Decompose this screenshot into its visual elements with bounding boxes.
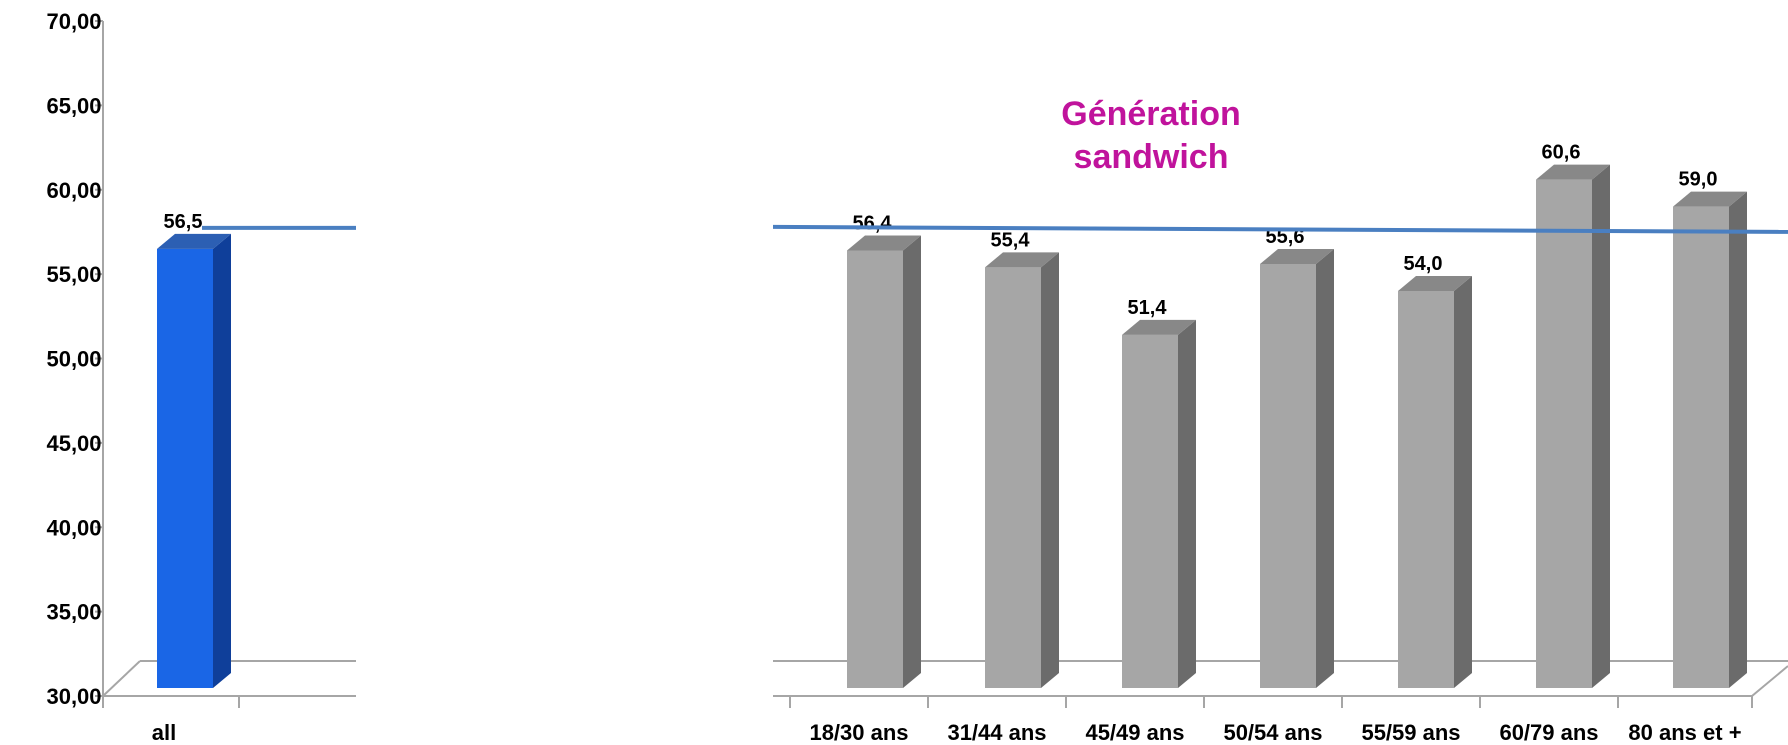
x-label-2: 45/49 ans bbox=[1085, 720, 1184, 745]
bar-2-side bbox=[1178, 319, 1196, 688]
value-label-3: 55,6 bbox=[1266, 226, 1305, 248]
bar-1 bbox=[985, 267, 1041, 688]
bar-4 bbox=[1398, 291, 1454, 688]
bar-3-top bbox=[1260, 249, 1334, 264]
x-label-4: 55/59 ans bbox=[1361, 720, 1460, 745]
bar-3 bbox=[1260, 264, 1316, 688]
value-label-2: 51,4 bbox=[1128, 297, 1168, 319]
y-tick-label: 65,00 bbox=[46, 93, 101, 118]
value-label-6: 59,0 bbox=[1679, 169, 1718, 191]
bar-2 bbox=[1122, 334, 1178, 688]
y-tick-label: 60,00 bbox=[46, 178, 101, 203]
y-tick-label: 30,00 bbox=[46, 684, 101, 709]
value-label-5: 60,6 bbox=[1542, 142, 1581, 164]
bar-5 bbox=[1536, 179, 1592, 688]
bar-0 bbox=[847, 250, 903, 688]
right-floor-side-edge bbox=[1751, 665, 1788, 697]
y-tick-label: 40,00 bbox=[46, 515, 101, 540]
bar-4-top bbox=[1398, 276, 1472, 291]
bar-4-side bbox=[1454, 276, 1472, 688]
x-label-0: 18/30 ans bbox=[809, 720, 908, 745]
y-tick-label: 70,00 bbox=[46, 9, 101, 34]
bar-5-top bbox=[1536, 164, 1610, 180]
annotation-line-1: Génération bbox=[1061, 95, 1240, 133]
bars bbox=[157, 164, 1747, 688]
bar-all-side bbox=[213, 233, 231, 688]
x-label-5: 60/79 ans bbox=[1499, 720, 1598, 745]
labels: 30,00 35,00 40,00 45,00 50,00 55,00 60,00 65,00… bbox=[46, 9, 1788, 745]
bar-3-side bbox=[1316, 249, 1334, 688]
value-label-4: 54,0 bbox=[1404, 253, 1443, 275]
bar-all bbox=[157, 248, 213, 688]
y-tick-label: 35,00 bbox=[46, 600, 101, 625]
bar-6-side bbox=[1729, 191, 1747, 688]
y-tick-label: 50,00 bbox=[46, 347, 101, 372]
annotation-line-2: sandwich bbox=[1074, 138, 1229, 176]
bar-all-top bbox=[157, 233, 231, 249]
x-label-3: 50/54 ans bbox=[1223, 720, 1322, 745]
bar-6 bbox=[1673, 206, 1729, 688]
reference-line-right bbox=[772, 224, 1788, 234]
bar-5-side bbox=[1592, 164, 1610, 688]
value-label-0: 56,4 bbox=[853, 213, 893, 235]
value-label-1: 55,4 bbox=[991, 229, 1031, 251]
bar-1-top bbox=[985, 252, 1059, 268]
y-tick-label: 55,00 bbox=[46, 262, 101, 287]
bar-1-side bbox=[1041, 252, 1059, 688]
x-label-1: 31/44 ans bbox=[947, 720, 1046, 745]
value-label-all: 56,5 bbox=[164, 211, 203, 233]
x-label-6: 80 ans et + bbox=[1628, 720, 1741, 745]
bar-0-top bbox=[847, 235, 921, 251]
axes bbox=[95, 20, 1788, 708]
y-tick-label: 45,00 bbox=[46, 431, 101, 456]
bar-2-top bbox=[1122, 319, 1196, 335]
bar-6-top bbox=[1673, 191, 1747, 207]
left-floor-side-edge bbox=[102, 660, 141, 697]
x-label-all: all bbox=[152, 720, 176, 745]
bar-0-side bbox=[903, 235, 921, 688]
